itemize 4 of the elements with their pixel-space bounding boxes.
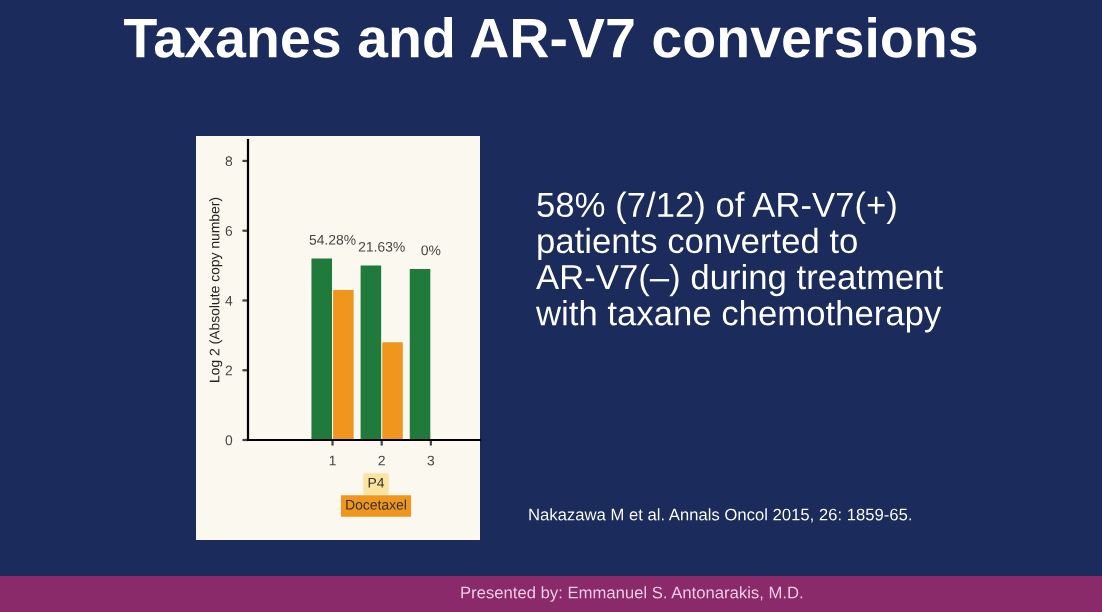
text: Nakazawa M et al. Annals Oncol 2015, 26: 1859-65. [529, 508, 911, 523]
text: Presented by: Emmanuel S. Antonarakis, M.D. [461, 586, 803, 602]
text: 58% (7/12) of AR-V7(+) patients converted to AR-V7(–) during treatment with taxane chemotherapy [535, 191, 943, 333]
chart-title: Taxanes and AR-V7 conversions [124, 16, 977, 58]
